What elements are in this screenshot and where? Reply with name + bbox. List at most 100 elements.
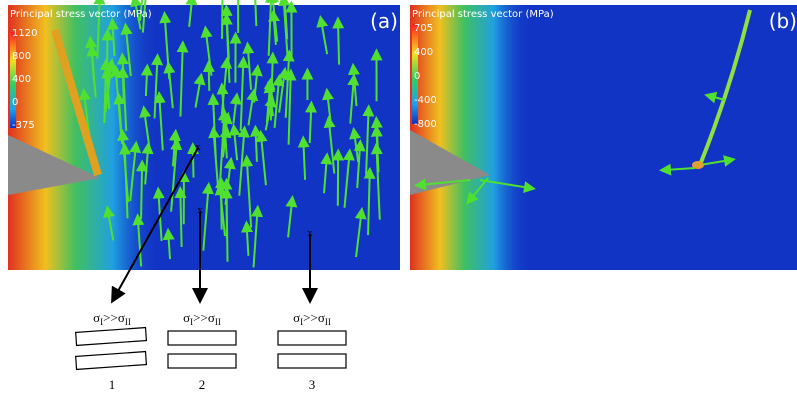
stress-arrow bbox=[305, 100, 318, 144]
stress-arrow bbox=[320, 152, 333, 194]
stress-arrow bbox=[132, 213, 145, 267]
stress-arrow bbox=[110, 64, 123, 134]
stress-arrow bbox=[698, 9, 752, 166]
stress-arrow bbox=[363, 166, 376, 236]
node bbox=[692, 161, 704, 169]
stress-arrow bbox=[263, 80, 276, 117]
scale-labels: 1120 800 400 0 -375 bbox=[12, 28, 37, 131]
color-bar bbox=[412, 24, 418, 124]
stress-arrow bbox=[242, 41, 255, 90]
stress-arrow bbox=[241, 154, 254, 228]
stress-arrow bbox=[284, 68, 297, 145]
relation-label: σI>>σII bbox=[183, 310, 221, 327]
stress-arrow bbox=[141, 0, 147, 33]
subscript: II bbox=[325, 317, 331, 327]
specimens bbox=[75, 326, 347, 371]
point-marker: x bbox=[195, 141, 201, 153]
scale-label: -375 bbox=[12, 120, 35, 131]
stress-arrow bbox=[176, 40, 189, 117]
relation-text: >>σ bbox=[193, 310, 215, 325]
subscript: I bbox=[190, 317, 193, 327]
scale-label: 1120 bbox=[12, 28, 37, 39]
stress-arrow bbox=[106, 17, 119, 57]
scale-label: 0 bbox=[12, 97, 18, 108]
scale-labels: 705 400 0 -400 -800 bbox=[414, 23, 437, 130]
stress-arrow bbox=[249, 124, 262, 162]
stress-arrow bbox=[185, 0, 198, 27]
stress-arrow bbox=[139, 0, 143, 21]
relation-text: σ bbox=[93, 310, 100, 325]
stress-arrow bbox=[297, 135, 310, 180]
stress-arrow bbox=[116, 65, 129, 103]
stress-arrow bbox=[193, 72, 206, 108]
stress-arrow bbox=[237, 125, 250, 196]
stress-arrow bbox=[251, 204, 264, 268]
stress-arrow bbox=[354, 206, 367, 258]
relation-label: σI>>σII bbox=[93, 310, 131, 327]
stress-arrow bbox=[168, 128, 181, 167]
relation-text: >>σ bbox=[303, 310, 325, 325]
relation-label: σI>>σII bbox=[293, 310, 331, 327]
color-bar bbox=[10, 32, 16, 128]
stress-arrow bbox=[254, 0, 258, 27]
case-number: 3 bbox=[309, 377, 316, 392]
subscript: II bbox=[125, 317, 131, 327]
stress-arrows bbox=[51, 0, 383, 268]
stress-arrow bbox=[229, 92, 242, 124]
stress-arrow bbox=[228, 123, 241, 161]
notch bbox=[8, 135, 100, 195]
notch bbox=[410, 130, 490, 195]
stress-arrow bbox=[246, 88, 259, 126]
case-number: 2 bbox=[199, 377, 206, 392]
stress-arrows bbox=[414, 91, 736, 205]
stress-arrow bbox=[272, 73, 285, 128]
relation-text: σ bbox=[293, 310, 300, 325]
stress-arrow bbox=[255, 129, 268, 186]
panel-a: Principal stress vector (MPa) (a) 1120 80… bbox=[8, 0, 400, 270]
stress-arrow bbox=[370, 142, 383, 220]
stress-field bbox=[410, 5, 530, 270]
stress-arrow bbox=[237, 55, 250, 132]
stress-arrow bbox=[332, 16, 345, 65]
panel-tag: (b) bbox=[769, 9, 797, 33]
scale-label: 800 bbox=[12, 51, 31, 62]
stress-arrow bbox=[120, 22, 133, 77]
stress-arrow bbox=[135, 159, 148, 220]
stress-arrow bbox=[285, 194, 298, 238]
stress-arrow bbox=[162, 227, 175, 260]
stress-arrow bbox=[140, 63, 153, 97]
stress-arrow bbox=[241, 220, 254, 256]
panel-b: Principal stress vector (MPa) (b) 705 400… bbox=[410, 5, 797, 270]
stress-arrow bbox=[264, 0, 277, 56]
stress-arrow bbox=[342, 148, 355, 208]
panel-title: Principal stress vector (MPa) bbox=[412, 9, 554, 20]
scale-label: 400 bbox=[12, 74, 31, 85]
stress-arrow bbox=[129, 140, 142, 202]
scale-label: 400 bbox=[414, 47, 433, 58]
stress-arrow bbox=[219, 125, 232, 158]
stress-arrow bbox=[151, 53, 164, 119]
relation-text: >>σ bbox=[103, 310, 125, 325]
stress-arrow bbox=[202, 59, 215, 91]
stress-arrow bbox=[86, 44, 99, 82]
stress-arrow bbox=[323, 115, 336, 174]
panel-tag: (a) bbox=[370, 9, 398, 33]
subscript: I bbox=[100, 317, 103, 327]
stress-arrow bbox=[104, 59, 117, 109]
stress-arrow bbox=[214, 182, 227, 237]
point-marker: x bbox=[307, 227, 313, 239]
scale-label: -800 bbox=[414, 119, 437, 130]
stress-arrow bbox=[347, 73, 360, 124]
stress-arrow bbox=[282, 49, 295, 118]
point-marker: x bbox=[197, 204, 203, 216]
stress-arrow bbox=[316, 15, 329, 55]
stress-arrow bbox=[51, 28, 102, 177]
stress-arrow bbox=[208, 125, 221, 196]
subscript: II bbox=[215, 317, 221, 327]
pointer-arrows bbox=[111, 147, 318, 304]
stress-arrow bbox=[170, 137, 183, 212]
stress-arrow bbox=[201, 181, 214, 251]
